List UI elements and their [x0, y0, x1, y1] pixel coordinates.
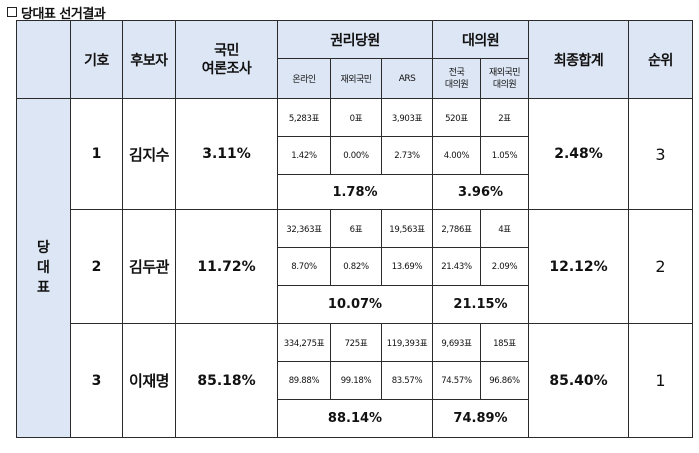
delegates-total: 21.15% [431, 285, 530, 324]
votes-overseas-member: 725표 [330, 323, 382, 362]
pct-ars: 13.69% [381, 247, 433, 286]
pct-online: 8.70% [277, 247, 331, 286]
votes-ars: 119,393표 [381, 323, 433, 362]
pct-overseas-member: 0.82% [330, 247, 382, 286]
pct-overseas-delegates: 1.05% [479, 136, 530, 175]
section-title-text: 당대표 선거결과 [21, 7, 106, 22]
header-overseas-member: 재외국민 [330, 58, 382, 99]
pct-overseas-delegates: 96.86% [479, 361, 530, 400]
pct-ars: 83.57% [381, 361, 433, 400]
votes-ars: 19,563표 [381, 209, 433, 248]
header-blank [16, 20, 71, 99]
checkbox-square-icon [7, 7, 17, 17]
final-result: 2.48% [528, 98, 630, 210]
party-members-total: 88.14% [277, 399, 433, 438]
poll-result: 3.11% [175, 98, 278, 210]
rank: 2 [628, 209, 694, 324]
votes-online: 5,283표 [277, 98, 331, 137]
header-rank: 순위 [628, 20, 694, 99]
pct-national-delegates: 4.00% [432, 136, 481, 175]
candidate-number: 3 [70, 323, 123, 438]
candidate-name: 김두관 [122, 209, 176, 324]
votes-overseas-member: 6표 [330, 209, 382, 248]
poll-result: 85.18% [175, 323, 278, 438]
rank: 1 [628, 323, 694, 438]
votes-online: 32,363표 [277, 209, 331, 248]
header-national-delegates: 전국 대의원 [432, 58, 481, 99]
pct-ars: 2.73% [381, 136, 433, 175]
header-ars: ARS [381, 58, 433, 99]
final-result: 12.12% [528, 209, 630, 324]
candidate-number: 2 [70, 209, 123, 324]
pct-online: 1.42% [277, 136, 331, 175]
delegates-total: 3.96% [431, 174, 530, 210]
candidate-number: 1 [70, 98, 123, 210]
votes-national-delegates: 9,693표 [432, 323, 481, 362]
votes-overseas-delegates: 185표 [479, 323, 530, 362]
candidate-name: 이재명 [122, 323, 176, 438]
header-candidate: 후보자 [122, 20, 176, 99]
votes-overseas-delegates: 2표 [479, 98, 530, 137]
pct-overseas-delegates: 2.09% [479, 247, 530, 286]
header-party-members: 권리당원 [277, 20, 433, 59]
header-overseas-delegates: 재외국민 대의원 [479, 58, 530, 99]
votes-overseas-delegates: 4표 [479, 209, 530, 248]
final-result: 85.40% [528, 323, 630, 438]
header-online: 온라인 [277, 58, 331, 99]
votes-national-delegates: 520표 [432, 98, 481, 137]
section-title: 당대표 선거결과 [7, 3, 106, 22]
header-delegates: 대의원 [431, 20, 530, 59]
header-poll: 국민 여론조사 [175, 20, 278, 99]
party-members-total: 1.78% [277, 174, 433, 210]
party-members-total: 10.07% [277, 285, 433, 324]
candidate-name: 김지수 [122, 98, 176, 210]
votes-national-delegates: 2,786표 [432, 209, 481, 248]
pct-overseas-member: 0.00% [330, 136, 382, 175]
delegates-total: 74.89% [431, 399, 530, 438]
votes-overseas-member: 0표 [330, 98, 382, 137]
pct-national-delegates: 21.43% [432, 247, 481, 286]
election-results-table: 기호 후보자 국민 여론조사 권리당원 대의원 최종합계 순위 온라인 재외국민 … [16, 20, 694, 438]
header-number: 기호 [70, 20, 123, 99]
pct-national-delegates: 74.57% [432, 361, 481, 400]
poll-result: 11.72% [175, 209, 278, 324]
votes-ars: 3,903표 [381, 98, 433, 137]
pct-overseas-member: 99.18% [330, 361, 382, 400]
header-final: 최종합계 [528, 20, 630, 99]
rank: 3 [628, 98, 694, 210]
pct-online: 89.88% [277, 361, 331, 400]
votes-online: 334,275표 [277, 323, 331, 362]
